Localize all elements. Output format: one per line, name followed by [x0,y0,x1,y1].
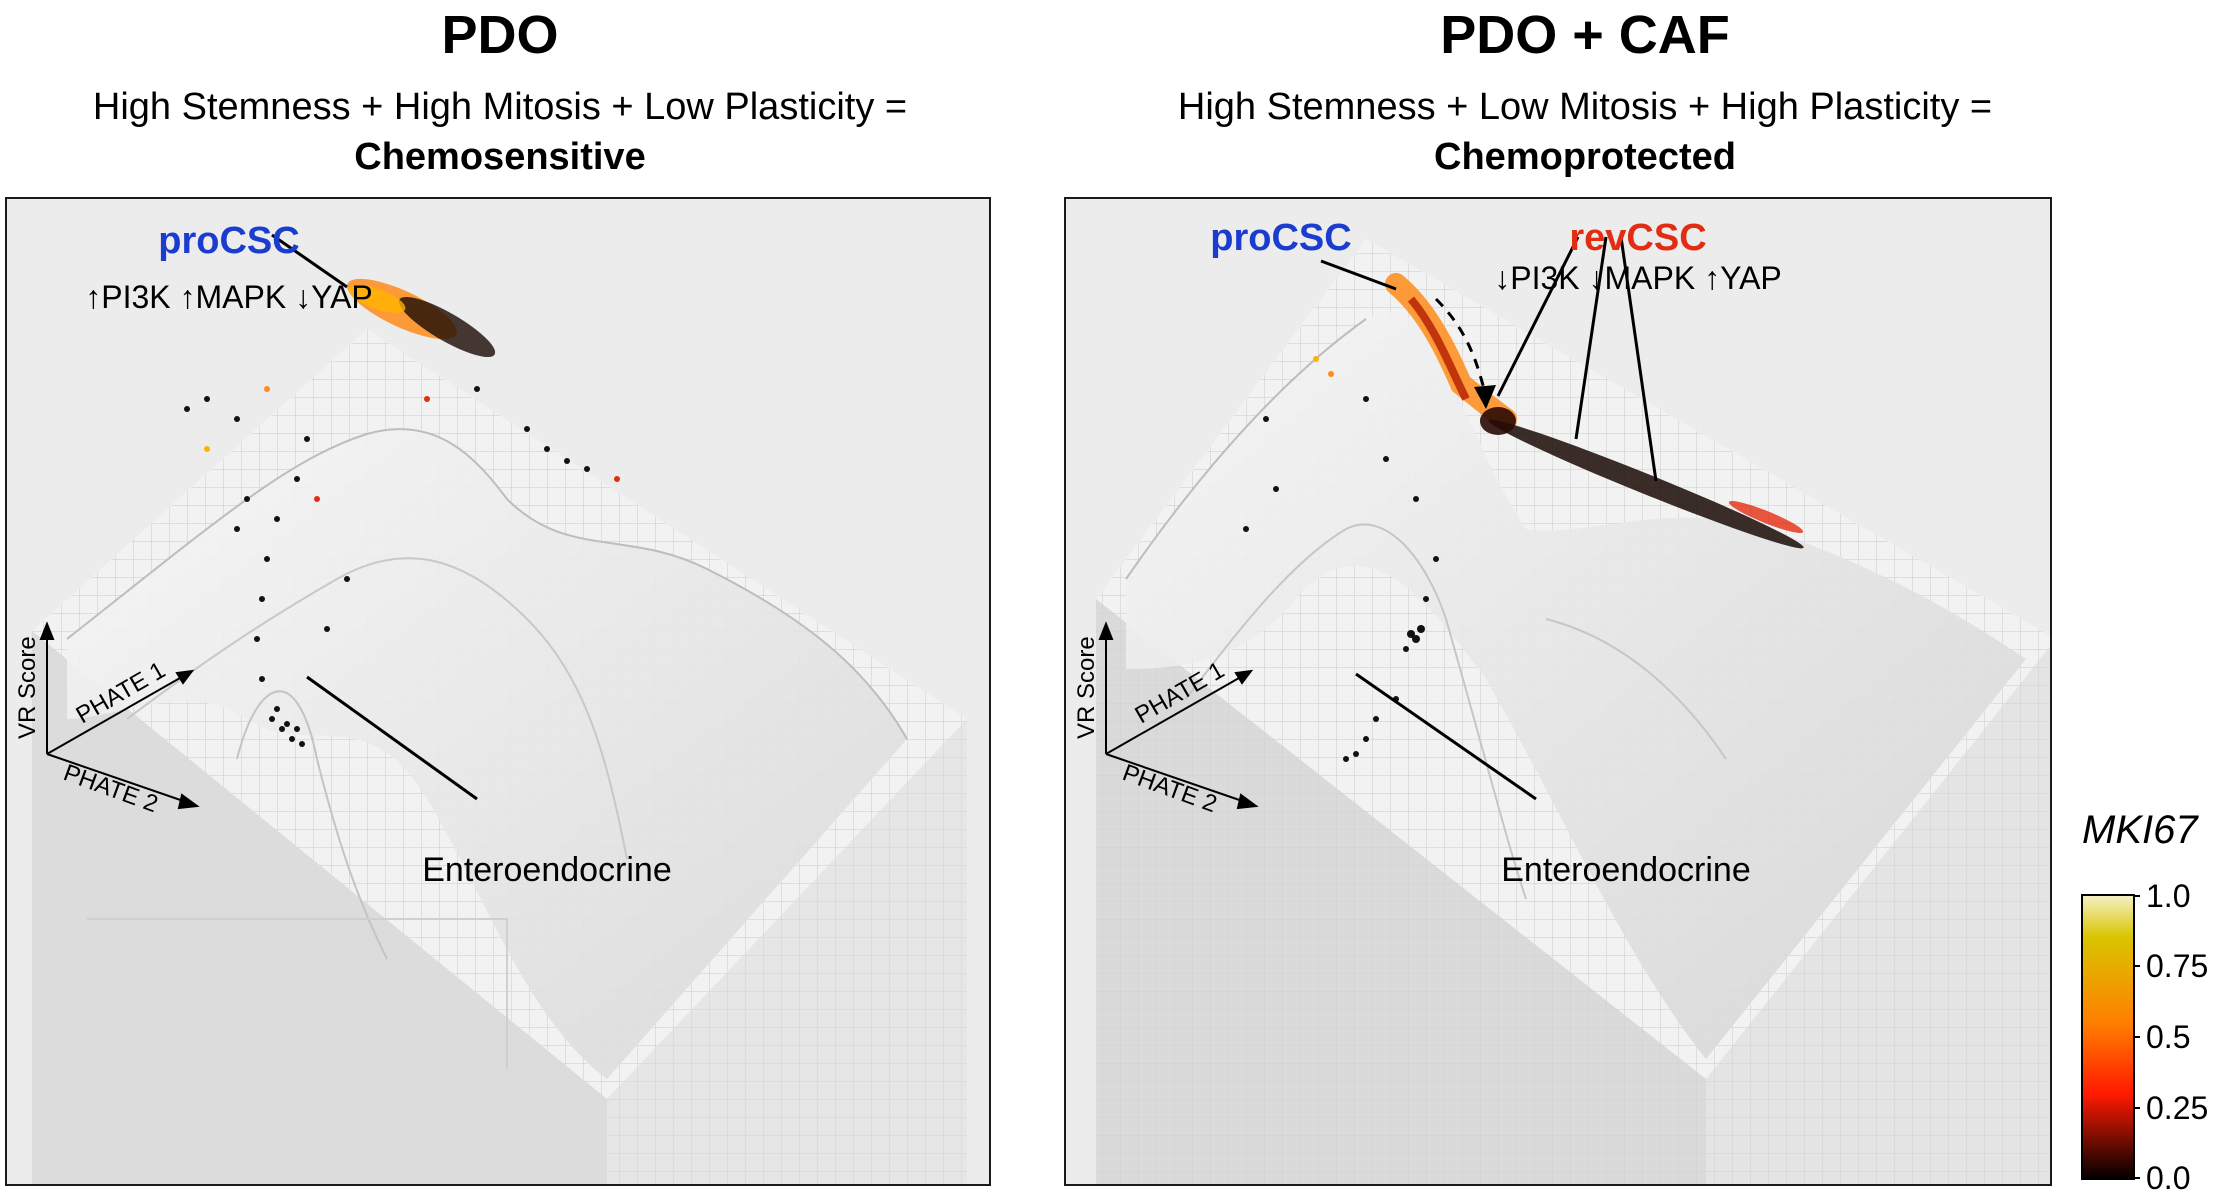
enteroendocrine-label-pdo: Enteroendocrine [422,851,672,889]
subtitle-pdo-line1: High Stemness + High Mitosis + Low Plast… [92,86,908,128]
colorbar [2081,894,2140,1180]
axes-pdo-caf [1098,621,1259,810]
panel-title-pdo-caf: PDO + CAF [1440,5,1730,65]
pathway-label-revcsc: ↓PI3K ↓MAPK ↑YAP [1494,260,1782,296]
colorbar-title: MKI67 [2082,808,2198,852]
axis-label-vr-score-pdo: VR Score [14,636,41,739]
colorbar-tick-025: 0.25 [2146,1090,2209,1126]
procsc-cell-cluster-pdo [347,278,496,358]
axis-label-vr-score-pdo-caf: VR Score [1073,636,1100,739]
procsc-callout-line-pdo [271,233,348,289]
pathway-label-pdo: ↑PI3K ↑MAPK ↓YAP [85,279,373,315]
colorbar-tick-0: 0.0 [2146,1160,2191,1196]
colorbar-tick-075: 0.75 [2146,948,2209,984]
scattered-cells-pdo-caf [1243,356,1439,762]
procsc-callout-line-pdo-caf [1320,259,1397,291]
subtitle-pdo-caf-line1: High Stemness + Low Mitosis + High Plast… [1177,86,1993,128]
axes-pdo [39,621,200,810]
colorbar-gradient [2081,894,2135,1180]
landscape-panel-pdo-caf: proCSC revCSC ↓PI3K ↓MAPK ↑YAP Enteroend… [1064,197,2052,1186]
colorbar-tick-05: 0.5 [2146,1019,2191,1055]
subtitle-pdo: High Stemness + High Mitosis + Low Plast… [0,82,1000,182]
subtitle-pdo-caf: High Stemness + Low Mitosis + High Plast… [1060,82,2110,182]
panel-title-pdo: PDO [441,5,559,65]
revcsc-cell-cluster [1480,407,1804,549]
landscape-plot-pdo: proCSC ↑PI3K ↑MAPK ↓YAP Enteroendocrine … [7,199,989,1184]
scattered-cells-pdo [184,386,620,747]
colorbar-tick-1: 1.0 [2146,878,2191,914]
enteroendocrine-callout-line-pdo [306,675,478,801]
procsc-label-pdo: proCSC [158,220,299,262]
enteroendocrine-label-pdo-caf: Enteroendocrine [1501,851,1751,889]
revcsc-callout-line-1 [1496,236,1580,397]
revcsc-callout-line-3 [1619,236,1658,482]
enteroendocrine-callout-line-pdo-caf [1355,672,1537,801]
landscape-panel-pdo: proCSC ↑PI3K ↑MAPK ↓YAP Enteroendocrine … [5,197,991,1186]
transition-arrow [1434,297,1486,390]
subtitle-pdo-caf-line2: Chemoprotected [1434,136,1736,178]
revcsc-callout-line-2 [1574,236,1608,440]
transition-arrow-head [1474,385,1496,409]
procsc-cell-cluster-pdo-caf [1385,273,1517,430]
revcsc-label: revCSC [1569,217,1706,259]
landscape-plot-pdo-caf: proCSC revCSC ↓PI3K ↓MAPK ↑YAP Enteroend… [1066,199,2050,1184]
subtitle-pdo-line2: Chemosensitive [354,136,646,178]
procsc-label-pdo-caf: proCSC [1210,217,1351,259]
